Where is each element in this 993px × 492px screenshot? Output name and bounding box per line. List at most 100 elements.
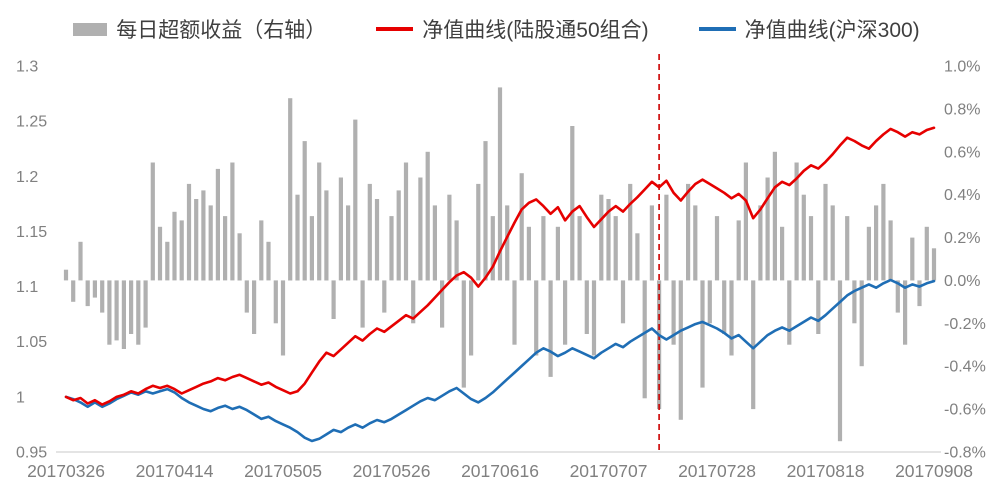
excess-return-bar	[490, 216, 495, 281]
excess-return-bar	[382, 280, 387, 313]
excess-return-bar	[150, 162, 155, 281]
excess-return-bar	[772, 151, 777, 281]
excess-return-bar	[476, 183, 481, 281]
legend-label-portfolio: 净值曲线(陆股通50组合)	[422, 19, 649, 42]
excess-return-bar	[447, 194, 452, 281]
excess-return-bar	[743, 162, 748, 281]
right-axis-tick: -0.6%	[944, 402, 986, 419]
excess-return-bar	[895, 280, 900, 313]
legend-item-excess-return: 每日超额收益（右轴）	[73, 14, 326, 44]
excess-return-bar	[801, 194, 806, 281]
excess-return-bar	[751, 280, 756, 410]
excess-return-bar	[78, 241, 83, 281]
excess-return-bar	[273, 280, 278, 324]
right-axis-tick: 1.0%	[944, 59, 980, 76]
excess-return-bar	[396, 190, 401, 281]
excess-return-bar	[324, 190, 329, 281]
legend: 每日超额收益（右轴） 净值曲线(陆股通50组合) 净值曲线(沪深300)	[0, 14, 993, 44]
excess-return-bar	[931, 248, 937, 281]
excess-return-bar	[526, 226, 531, 281]
excess-return-bar	[852, 280, 857, 324]
excess-return-bar	[432, 205, 437, 281]
excess-return-bar	[252, 280, 257, 334]
excess-return-bar	[700, 280, 705, 388]
excess-return-bar	[874, 205, 879, 281]
excess-return-bar	[425, 151, 430, 281]
excess-return-bar	[309, 216, 314, 281]
excess-return-bar	[845, 216, 850, 281]
excess-return-bar	[519, 173, 524, 281]
excess-return-bar	[707, 280, 712, 324]
excess-return-bar	[85, 280, 90, 307]
x-axis-tick: 20170707	[570, 461, 648, 481]
excess-return-bar	[635, 233, 640, 281]
excess-return-bar	[910, 237, 915, 281]
legend-label-csi300: 净值曲线(沪深300)	[744, 19, 920, 42]
left-axis-tick: 1.1	[16, 279, 38, 296]
excess-return-bar	[620, 280, 626, 324]
excess-return-bar	[208, 205, 213, 281]
excess-return-bar	[714, 216, 720, 281]
excess-return-bar	[92, 280, 97, 298]
right-axis-tick: -0.4%	[944, 359, 986, 376]
excess-return-bar	[664, 194, 669, 281]
excess-return-bar	[613, 216, 618, 281]
excess-return-bar	[584, 280, 589, 334]
excess-return-bar	[201, 190, 206, 281]
excess-return-bar	[642, 280, 647, 399]
excess-return-bar	[808, 216, 814, 281]
excess-return-bar	[403, 162, 409, 281]
x-axis-tick: 20170908	[895, 461, 973, 481]
left-axis-tick: 1	[16, 389, 25, 406]
excess-return-bar	[837, 280, 843, 442]
excess-return-bar	[917, 280, 922, 307]
excess-return-bar	[816, 280, 821, 334]
right-axis-tick: 0.0%	[944, 273, 980, 290]
excess-return-bar	[534, 280, 539, 356]
excess-return-bar	[765, 177, 770, 281]
left-axis-tick: 1.3	[16, 59, 38, 76]
excess-return-bar	[194, 199, 199, 281]
excess-return-bar	[599, 194, 604, 281]
excess-return-bar	[505, 205, 510, 281]
bar-series-swatch	[73, 22, 108, 36]
excess-return-bar	[924, 226, 929, 281]
excess-return-bar	[186, 183, 192, 281]
left-axis-tick: 1.25	[16, 114, 47, 131]
excess-return-bar	[780, 226, 785, 281]
excess-return-bar	[411, 280, 416, 324]
x-axis-tick: 20170728	[678, 461, 756, 481]
excess-return-bar	[693, 205, 698, 281]
blue-line-swatch	[698, 27, 736, 31]
excess-return-bar	[577, 216, 582, 281]
excess-return-bar	[389, 216, 394, 281]
excess-return-bar	[237, 233, 242, 281]
excess-return-bar	[100, 280, 105, 313]
x-axis-tick: 20170326	[27, 461, 105, 481]
excess-return-bar	[244, 280, 249, 313]
excess-return-bar	[230, 162, 235, 281]
excess-return-bar	[114, 280, 119, 341]
right-axis-tick: 0.6%	[944, 144, 980, 161]
excess-return-bar	[606, 199, 611, 281]
excess-return-bar	[215, 168, 220, 281]
right-axis-tick: -0.8%	[944, 445, 986, 462]
excess-return-bar	[881, 183, 886, 281]
excess-return-bar	[859, 280, 864, 367]
excess-return-bar	[758, 205, 763, 281]
excess-return-bar	[671, 280, 676, 345]
excess-return-bar	[259, 220, 264, 281]
x-axis-tick: 20170616	[461, 461, 539, 481]
excess-return-bar	[288, 98, 293, 281]
left-axis-tick: 1.05	[16, 334, 47, 351]
excess-return-bar	[866, 226, 871, 281]
x-axis-tick: 20170818	[787, 461, 865, 481]
excess-return-bar	[418, 177, 423, 281]
excess-return-bar	[71, 280, 76, 302]
excess-return-bar	[628, 183, 633, 281]
excess-return-bar	[136, 280, 141, 345]
right-axis-tick: -0.2%	[944, 316, 986, 333]
excess-return-bar	[722, 280, 727, 334]
excess-return-bar	[555, 226, 560, 281]
